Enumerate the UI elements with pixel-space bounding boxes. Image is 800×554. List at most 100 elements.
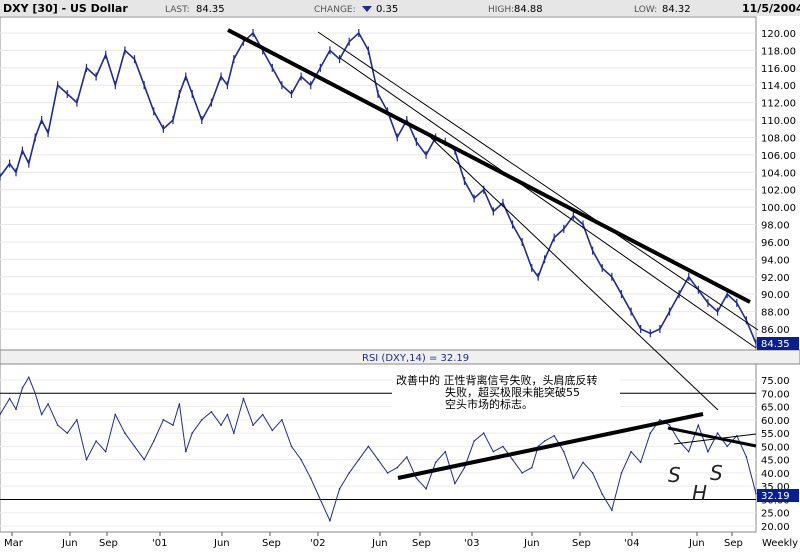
rsi-point <box>47 403 49 405</box>
rsi-point <box>56 424 59 426</box>
rsi-point <box>40 413 43 416</box>
price-tick-label: 116.00 <box>761 64 796 75</box>
rsi-tick-label: 70.00 <box>761 389 790 400</box>
price-panel-frame <box>0 16 757 352</box>
left-shoulder-label: S <box>668 463 681 487</box>
x-tick-label: '01 <box>152 538 167 549</box>
rsi-tick-label: 35.00 <box>761 482 790 493</box>
channel-upper-line <box>317 31 759 331</box>
rsi-point <box>492 450 495 453</box>
rsi-point <box>620 472 623 474</box>
annotation-background <box>392 368 620 408</box>
rsi-point <box>133 445 136 448</box>
rsi-point <box>582 461 584 464</box>
last-value: 84.35 <box>196 4 225 15</box>
rsi-point <box>162 419 165 421</box>
rsi-tick-label: 25.00 <box>761 509 790 520</box>
price-tick-label: 94.00 <box>761 255 790 266</box>
rsi-point <box>553 434 555 437</box>
rsi-point <box>191 432 194 434</box>
rsi-point <box>386 472 389 474</box>
rsi-grid <box>0 379 756 527</box>
price-trendlines <box>227 28 759 411</box>
rsi-point <box>716 432 719 434</box>
rsi-header-text: RSI (DXY,14) = 32.19 <box>362 353 469 364</box>
rsi-point <box>396 466 399 469</box>
rsi-point <box>0 413 1 416</box>
x-tick-label: Jun <box>371 538 388 549</box>
rsi-point <box>34 392 37 395</box>
x-tick-label: Jun <box>523 538 540 549</box>
rsi-point <box>639 461 642 464</box>
ticker-title: DXY [30] - US Dollar <box>3 2 128 15</box>
rsi-point <box>611 509 613 511</box>
high-value: 84.88 <box>514 4 543 15</box>
rsi-point <box>668 424 671 426</box>
rsi-point <box>726 445 728 448</box>
rsi-point <box>687 450 690 453</box>
header-date: 11/5/2004 <box>742 2 800 15</box>
price-badge-value: 84.35 <box>761 339 790 350</box>
rsi-point <box>562 450 565 453</box>
rsi-point <box>66 432 69 434</box>
rsi-point <box>184 450 187 453</box>
rsi-point <box>152 440 155 442</box>
price-tick-label: 86.00 <box>761 325 790 336</box>
rsi-point <box>678 440 680 442</box>
header-background <box>0 0 800 16</box>
rsi-point <box>521 472 523 474</box>
channel-lower-line <box>339 57 757 349</box>
change-label: CHANGE: <box>314 5 356 15</box>
price-badge-bg <box>757 337 799 350</box>
rsi-point <box>76 419 78 421</box>
low-label: LOW: <box>634 5 657 15</box>
rsi-point <box>745 456 748 458</box>
rsi-point <box>502 445 504 448</box>
rsi-tick-label: 65.00 <box>761 403 790 414</box>
price-tick-label: 104.00 <box>761 168 796 179</box>
high-label: HIGH: <box>488 5 514 15</box>
rsi-point <box>201 419 203 421</box>
rsi-point <box>329 519 331 522</box>
rsi-badge-value: 32.19 <box>761 491 790 502</box>
annotation-line-1: 改善中的 正性背离信号失败，头肩底反转 <box>396 373 598 387</box>
rsi-tick-label: 40.00 <box>761 469 790 480</box>
rsi-point <box>242 397 245 400</box>
rsi-point <box>572 477 575 480</box>
x-axis: Mar Jun Sep '01 Jun Sep '02 Jun Sep '03 Jun Sep '04 J… <box>4 532 743 549</box>
rsi-point <box>226 413 229 416</box>
rsi-point <box>300 458 302 461</box>
rsi-point <box>8 397 11 400</box>
rsi-point <box>338 488 341 490</box>
rsi-point <box>114 413 117 416</box>
price-grid <box>0 32 756 330</box>
rsi-point <box>233 432 235 434</box>
rsi-point <box>178 403 181 405</box>
x-tick-label: Jun <box>688 538 705 549</box>
right-shoulder-label: S <box>710 461 723 485</box>
price-tick-label: 112.00 <box>761 99 796 110</box>
rsi-point <box>21 387 24 389</box>
price-tick-label: 92.00 <box>761 273 790 284</box>
long-descending-line <box>427 134 719 411</box>
annotation-line-3: 空头市场的标志。 <box>445 397 533 411</box>
rsi-tick-label: 55.00 <box>761 429 790 440</box>
head-label: H <box>692 481 707 505</box>
last-label: LAST: <box>165 5 190 15</box>
rsi-tick-label: 50.00 <box>761 442 790 453</box>
x-tick-label: Sep <box>572 538 591 549</box>
rsi-point <box>649 432 652 434</box>
x-tick-label: '04 <box>624 538 639 549</box>
rsi-descending-line <box>667 426 757 448</box>
rsi-point <box>591 472 594 474</box>
x-tick-label: Jun <box>61 538 78 549</box>
major-resistance-trendline <box>227 28 751 304</box>
rsi-point <box>377 458 379 461</box>
price-tick-label: 108.00 <box>761 133 796 144</box>
rsi-tick-label: 20.00 <box>761 522 790 533</box>
price-tick-label: 100.00 <box>761 203 796 214</box>
rsi-last-badge: 32.19 <box>757 489 799 502</box>
rsi-point <box>707 450 709 453</box>
neckline <box>673 433 757 445</box>
